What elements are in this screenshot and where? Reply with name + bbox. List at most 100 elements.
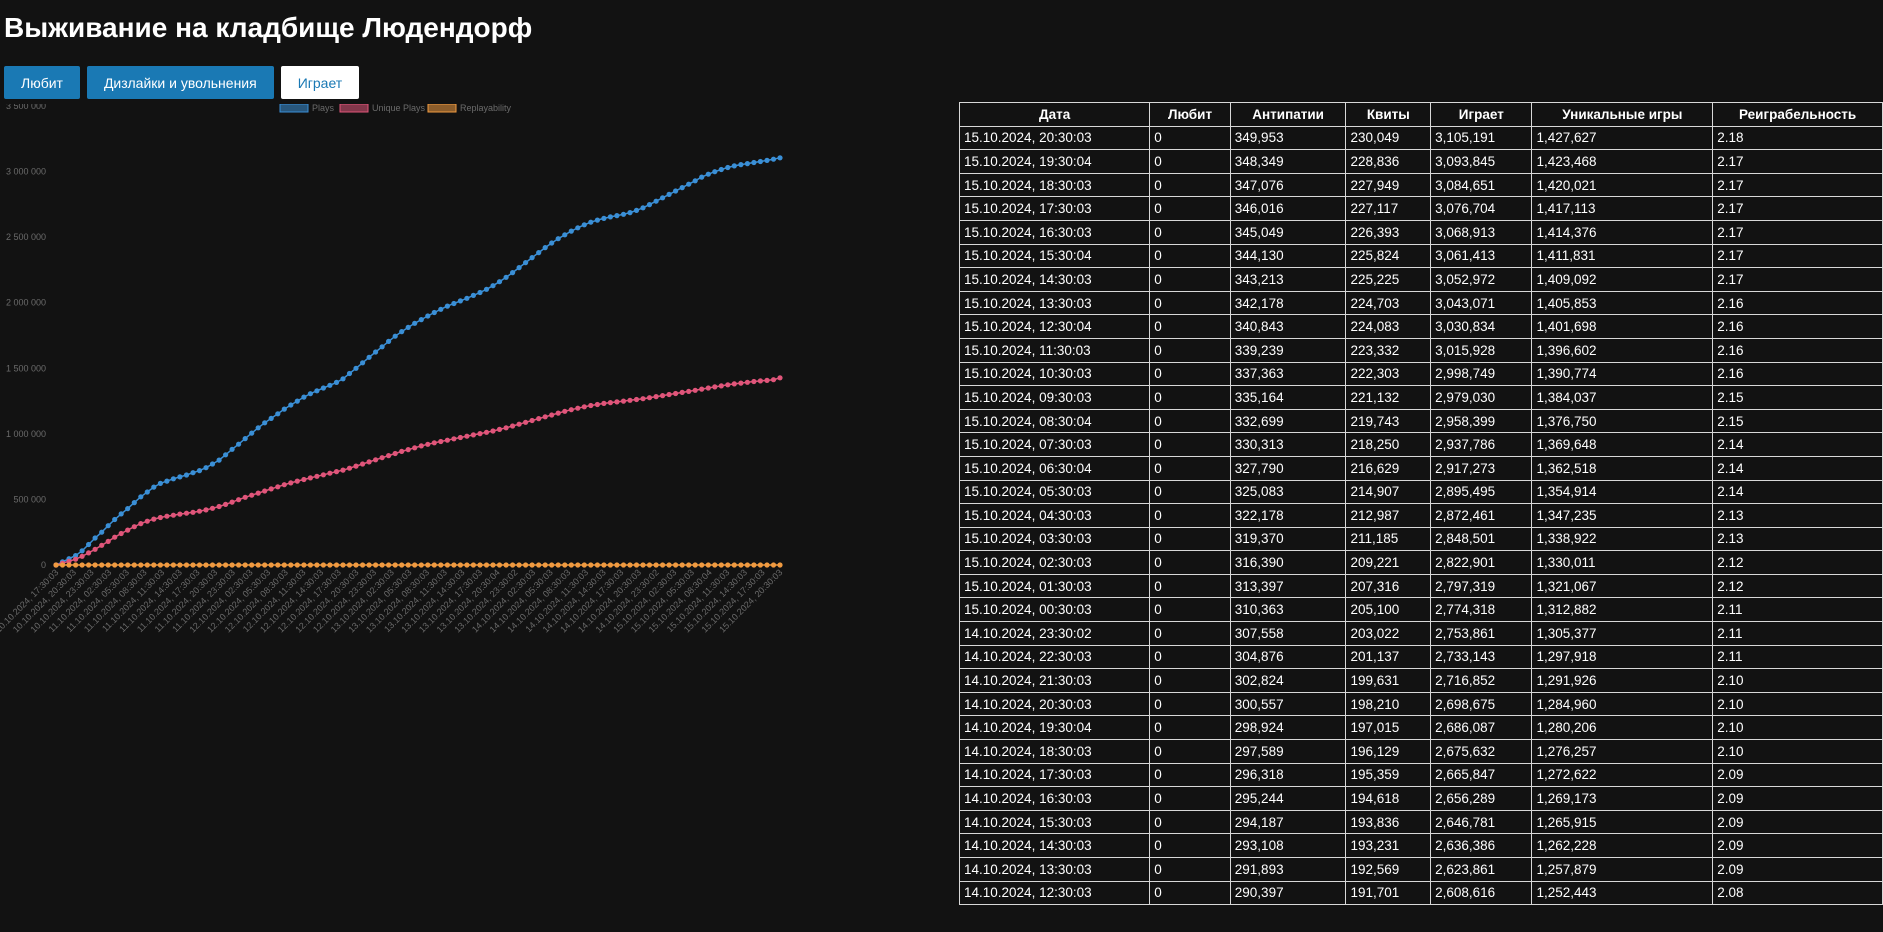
table-cell: 0 [1149,361,1231,387]
plays-chart: 0 500 000 1 000 000 1 500 000 2 000 000 2 500… [0,104,945,794]
data-point [229,499,235,505]
data-point [744,161,751,167]
data-point [366,562,372,568]
data-point [79,562,85,568]
data-point [242,436,248,442]
table-cell: 14.10.2024, 13:30:03 [959,857,1151,882]
data-point [314,562,320,568]
table-cell: 2,733,143 [1430,644,1533,670]
table-cell: 2.09 [1712,833,1883,858]
data-point [431,440,437,446]
data-point [646,202,653,208]
table-cell: 224,703 [1345,290,1432,316]
data-point [581,562,587,568]
table-header-cell[interactable]: Любит [1149,102,1231,127]
data-point [66,558,72,564]
data-point [581,222,587,228]
table-cell: 2.16 [1712,337,1883,363]
data-point [725,382,731,388]
table-row: 15.10.2024, 03:30:03 0 319,370 211,185 2,848… [959,526,1883,552]
data-point [112,562,118,568]
data-point [366,459,372,465]
data-point [327,470,333,476]
data-point [751,378,757,385]
table-cell: 205,100 [1345,597,1432,623]
table-cell: 212,987 [1345,503,1432,528]
data-point [53,562,59,568]
table-header-cell[interactable]: Квиты [1345,102,1432,127]
table-header-cell[interactable]: Антипатии [1229,102,1347,127]
table-cell: 2,998,749 [1430,361,1533,387]
table-cell: 1,414,376 [1531,219,1714,245]
table-cell: 0 [1149,408,1231,434]
data-point [353,365,359,371]
table-header-cell[interactable]: Играет [1430,102,1533,127]
data-point [555,562,561,568]
data-point [412,562,418,568]
table-cell: 218,250 [1345,432,1432,457]
data-point [536,562,542,568]
table-cell: 322,178 [1229,503,1347,528]
table-cell: 3,043,071 [1430,290,1533,316]
table-header-cell[interactable]: Дата [959,102,1151,127]
table-cell: 14.10.2024, 14:30:03 [959,833,1151,858]
y-tick-label: 0 [41,560,46,570]
data-point [712,169,718,175]
table-cell: 2,895,495 [1430,479,1533,505]
table-cell: 223,332 [1345,337,1432,363]
tab-likes[interactable]: Любит [4,66,80,99]
data-point [151,562,157,568]
table-row: 14.10.2024, 21:30:03 0 302,824 199,631 2,716… [959,668,1883,693]
data-point [86,541,92,548]
table-cell: 219,743 [1345,408,1432,434]
data-point [699,174,705,180]
table-header-cell[interactable]: Реиграбельность [1712,102,1883,127]
table-cell: 344,130 [1229,243,1347,269]
table-cell: 221,132 [1345,385,1432,410]
table-header-cell[interactable]: Уникальные игры [1531,102,1714,127]
data-point [418,562,424,568]
data-point [125,527,131,533]
data-point [751,562,757,568]
data-point [588,562,594,568]
data-point [301,394,307,400]
y-tick-label: 2 500 000 [6,232,46,242]
tab-dislikes-quits[interactable]: Дизлайки и увольнения [86,66,274,99]
data-point [138,562,144,568]
tab-plays[interactable]: Играет [280,66,360,99]
data-point [673,562,679,568]
table-cell: 0 [1149,314,1231,339]
table-cell: 194,618 [1345,786,1432,811]
data-point [777,562,783,568]
data-point [236,562,242,568]
table-cell: 2.17 [1712,267,1883,292]
data-point [581,404,587,410]
data-point [562,562,568,568]
table-cell: 2.16 [1712,361,1883,387]
data-point [464,562,470,568]
table-cell: 224,083 [1345,314,1432,339]
data-point [542,245,548,251]
table-cell: 3,084,651 [1430,172,1533,198]
table-cell: 2.08 [1712,880,1883,906]
table-cell: 2.16 [1712,314,1883,339]
data-point [764,157,770,163]
table-cell: 2.17 [1712,149,1883,174]
table-cell: 227,949 [1345,172,1432,198]
table-cell: 2.09 [1712,762,1883,788]
data-point [594,562,601,568]
table-cell: 2.16 [1712,290,1883,316]
data-point [190,470,196,476]
table-cell: 1,405,853 [1531,290,1714,316]
data-point [379,562,385,568]
data-point [170,512,176,518]
data-point [425,313,431,319]
table-cell: 15.10.2024, 02:30:03 [959,550,1151,575]
data-point [692,387,698,393]
data-point [666,391,672,398]
stats-table-container[interactable]: Дата Любит Антипатии Квиты Играет Уникальные … [959,102,1883,932]
data-point [386,453,392,459]
table-cell: 2,608,616 [1430,880,1533,906]
data-point [275,484,281,490]
data-point [718,166,724,173]
